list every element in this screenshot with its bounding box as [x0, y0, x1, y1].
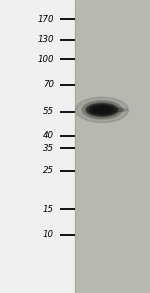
Text: 10: 10 — [43, 231, 54, 239]
Text: 35: 35 — [43, 144, 54, 153]
Bar — [75, 0, 150, 293]
Ellipse shape — [115, 108, 128, 111]
Bar — [0, 0, 75, 293]
Ellipse shape — [76, 97, 128, 122]
Text: 55: 55 — [43, 108, 54, 116]
Text: 40: 40 — [43, 131, 54, 140]
Text: 70: 70 — [43, 81, 54, 89]
Ellipse shape — [90, 105, 114, 115]
Text: 170: 170 — [38, 15, 54, 23]
Text: 15: 15 — [43, 205, 54, 214]
Text: 100: 100 — [38, 55, 54, 64]
Text: 25: 25 — [43, 166, 54, 175]
Ellipse shape — [107, 108, 124, 112]
Ellipse shape — [82, 101, 122, 119]
Ellipse shape — [93, 107, 111, 113]
Ellipse shape — [87, 104, 117, 116]
Ellipse shape — [85, 103, 118, 117]
Text: 130: 130 — [38, 35, 54, 44]
